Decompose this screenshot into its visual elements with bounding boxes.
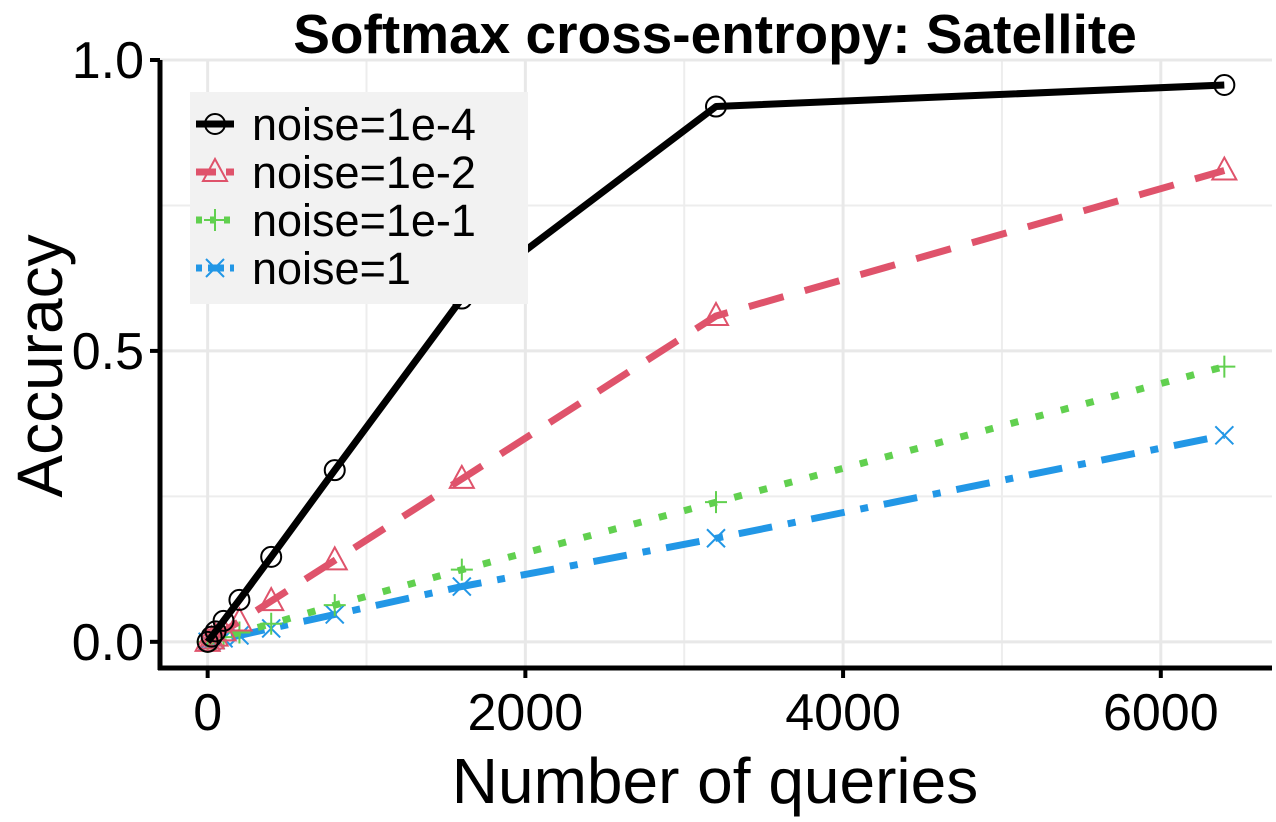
legend-label: noise=1e-4	[252, 99, 476, 150]
data-point	[1213, 355, 1236, 378]
data-point	[323, 594, 346, 617]
tick-labels: 0.0 0.5 1.0 0 2000 4000 6000	[72, 32, 1219, 742]
data-point	[1214, 425, 1235, 445]
y-tick-label: 0.0	[72, 614, 144, 672]
chart-title: Softmax cross-entropy: Satellite	[293, 3, 1137, 65]
data-point	[1210, 155, 1239, 181]
x-tick-label: 4000	[785, 684, 901, 742]
data-point	[321, 545, 349, 571]
data-point	[1213, 74, 1236, 97]
y-axis-label: Accuracy	[4, 234, 76, 497]
data-point	[452, 576, 472, 597]
data-point	[448, 463, 476, 489]
legend-label: noise=1e-1	[252, 195, 476, 246]
data-point	[260, 545, 283, 568]
data-point	[705, 491, 727, 514]
legend-marker	[205, 258, 225, 278]
legend-label: noise=1e-2	[252, 147, 476, 198]
legend-label: noise=1	[252, 243, 411, 294]
legend-marker	[204, 113, 226, 135]
axes	[150, 58, 1272, 678]
data-point	[228, 588, 251, 611]
x-axis-label: Number of queries	[452, 745, 978, 817]
data-point	[705, 95, 727, 118]
legend-box	[190, 92, 528, 304]
y-tick-label: 0.5	[72, 323, 144, 381]
data-point	[260, 612, 283, 635]
data-point	[323, 459, 346, 482]
data-point	[212, 609, 235, 632]
legend-marker	[204, 209, 226, 231]
data-point	[706, 528, 726, 548]
data-point	[702, 300, 730, 326]
x-tick-label: 0	[193, 684, 222, 742]
y-tick-label: 1.0	[72, 32, 144, 90]
data-point	[450, 558, 473, 581]
x-tick-label: 6000	[1103, 684, 1219, 742]
x-tick-label: 2000	[468, 684, 584, 742]
series-layer	[193, 74, 1239, 653]
legend-marker	[201, 156, 229, 182]
data-point	[200, 625, 223, 648]
data-point	[257, 586, 285, 612]
